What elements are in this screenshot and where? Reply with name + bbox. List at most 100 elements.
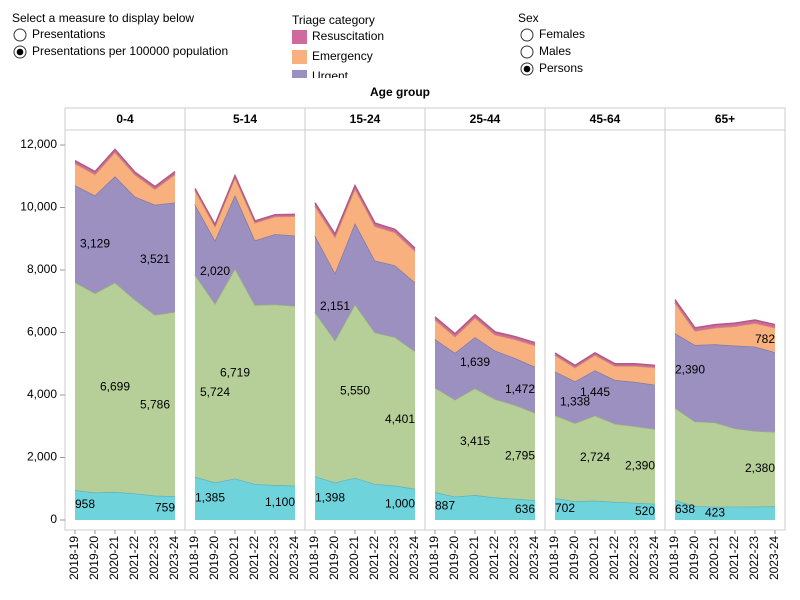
stacked-area xyxy=(75,152,175,205)
stacked-area xyxy=(555,355,655,385)
stacked-area xyxy=(195,195,295,306)
x-tick-label: 2021-22 xyxy=(247,536,261,580)
stacked-area xyxy=(435,337,535,413)
x-tick-label: 2020-21 xyxy=(467,536,481,580)
x-tick-label: 2018-19 xyxy=(307,536,321,580)
data-label: 2,390 xyxy=(625,459,655,473)
area-edge xyxy=(434,313,536,344)
stacked-area xyxy=(675,299,775,331)
data-label: 2,724 xyxy=(580,450,610,464)
data-label: 1,100 xyxy=(265,495,295,509)
stacked-area xyxy=(315,304,415,489)
radio-dot xyxy=(16,48,24,56)
stacked-area xyxy=(195,476,295,520)
stacked-area xyxy=(315,476,415,520)
data-label: 1,639 xyxy=(460,355,490,369)
x-tick-label: 2022-23 xyxy=(267,536,281,580)
radio-label[interactable]: Presentations per 100000 population xyxy=(32,44,228,58)
data-label: 5,786 xyxy=(140,397,170,411)
area-edge xyxy=(314,475,416,490)
x-tick-label: 2021-22 xyxy=(607,536,621,580)
stacked-area xyxy=(75,282,175,497)
x-tick-label: 2020-21 xyxy=(347,536,361,580)
x-tick-label: 2018-19 xyxy=(547,536,561,580)
stacked-area xyxy=(435,492,535,520)
data-label: 782 xyxy=(755,332,775,346)
radio-button[interactable] xyxy=(520,45,534,59)
x-tick-label: 2022-23 xyxy=(387,536,401,580)
stacked-area xyxy=(435,314,535,346)
legend-label: Resuscitation xyxy=(312,29,384,43)
y-tick-label: 6,000 xyxy=(27,325,57,339)
stacked-area xyxy=(675,333,775,432)
x-tick-label: 2019-20 xyxy=(567,536,581,580)
x-tick-label: 2023-24 xyxy=(287,536,301,580)
x-tick-label: 2022-23 xyxy=(507,536,521,580)
radio-label[interactable]: Females xyxy=(539,27,585,41)
data-label: 1,385 xyxy=(195,491,225,505)
legend-label: Urgent xyxy=(312,69,349,83)
x-tick-label: 2022-23 xyxy=(147,536,161,580)
data-label: 1,398 xyxy=(315,490,345,504)
x-tick-label: 2022-23 xyxy=(627,536,641,580)
x-tick-label: 2018-19 xyxy=(67,536,81,580)
data-label: 520 xyxy=(635,504,655,518)
x-tick-label: 2019-20 xyxy=(207,536,221,580)
x-tick-label: 2019-20 xyxy=(327,536,341,580)
x-tick-label: 2018-19 xyxy=(187,536,201,580)
data-label: 5,550 xyxy=(340,383,370,397)
radio-button[interactable] xyxy=(520,28,534,42)
stacked-area xyxy=(195,177,295,241)
area-edge xyxy=(194,175,296,229)
data-label: 423 xyxy=(705,506,725,520)
data-label: 958 xyxy=(75,497,95,511)
data-label: 2,020 xyxy=(200,264,230,278)
area-edge xyxy=(194,173,296,227)
facet-label: 5-14 xyxy=(233,112,257,126)
data-label: 636 xyxy=(515,502,535,516)
radio-label[interactable]: Persons xyxy=(539,61,583,75)
radio-label[interactable]: Males xyxy=(539,44,571,58)
radio-button[interactable] xyxy=(13,28,27,42)
stacked-area xyxy=(75,490,175,520)
area-edge xyxy=(554,369,656,386)
x-tick-label: 2021-22 xyxy=(487,536,501,580)
stacked-area xyxy=(195,268,295,486)
stacked-area xyxy=(555,498,655,520)
data-label: 3,521 xyxy=(140,252,170,266)
stacked-area xyxy=(435,317,535,367)
sex-label: Sex xyxy=(518,11,539,25)
radio-label[interactable]: Presentations xyxy=(32,27,105,41)
legend: Resuscitation Emergency Urgent xyxy=(292,29,384,83)
data-label: 1,338 xyxy=(560,394,590,408)
x-tick-label: 2023-24 xyxy=(167,536,181,580)
area-edge xyxy=(314,183,416,249)
legend-swatch xyxy=(292,50,307,64)
area-edge xyxy=(674,499,776,508)
x-tick-label: 2021-22 xyxy=(127,536,141,580)
data-label: 759 xyxy=(155,500,175,514)
y-tick-label: 10,000 xyxy=(20,200,57,214)
data-label: 2,390 xyxy=(675,363,705,377)
area-edge xyxy=(674,299,776,329)
facet-label: 15-24 xyxy=(350,112,381,126)
stacked-area xyxy=(675,500,775,520)
radio-dot xyxy=(523,65,531,73)
x-tick-label: 2019-20 xyxy=(447,536,461,580)
y-tick-label: 8,000 xyxy=(27,262,57,276)
data-label: 2,151 xyxy=(320,299,350,313)
data-label: 3,415 xyxy=(460,434,490,448)
area-edge xyxy=(554,351,656,367)
x-tick-label: 2018-19 xyxy=(667,536,681,580)
data-label: 2,380 xyxy=(745,461,775,475)
stacked-area xyxy=(675,407,775,507)
x-tick-label: 2022-23 xyxy=(747,536,761,580)
x-tick-label: 2019-20 xyxy=(87,536,101,580)
x-tick-label: 2018-19 xyxy=(427,536,441,580)
area-edge xyxy=(554,354,656,369)
legend-swatch xyxy=(292,30,307,44)
x-tick-label: 2021-22 xyxy=(727,536,741,580)
data-label: 638 xyxy=(675,502,695,516)
data-label: 1,445 xyxy=(580,385,610,399)
